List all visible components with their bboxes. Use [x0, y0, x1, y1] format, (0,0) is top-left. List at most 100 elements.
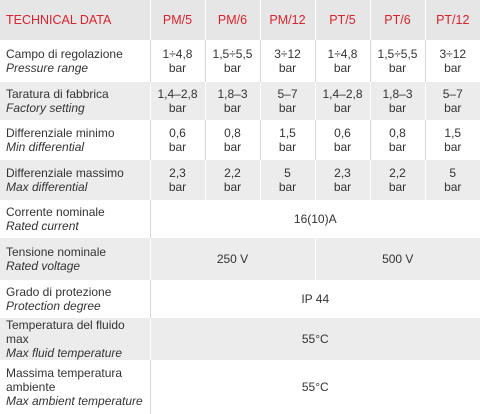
row-label: Temperatura del fluido max Max fluid temp…	[0, 318, 150, 360]
model: PM/6	[204, 0, 260, 40]
unit: bar	[333, 101, 352, 115]
value-cell: 55°C	[149, 360, 480, 414]
value: 16(10)A	[293, 212, 337, 226]
value: 5	[449, 166, 457, 180]
row-label: Massima temperatura ambiente Max ambient …	[0, 360, 150, 414]
value-cell: 3÷12 bar	[259, 40, 315, 82]
model: PT/6	[369, 0, 425, 40]
unit: bar	[168, 101, 187, 115]
value-cell: 1,5 bar	[424, 120, 480, 160]
value-cell: 5–7 bar	[424, 82, 480, 120]
value: 500 V	[382, 252, 414, 266]
spec-row: Campo di regolazione Pressure range 1÷4,8 b…	[0, 40, 480, 82]
value: 3÷12	[274, 47, 301, 61]
model: PT/12	[424, 0, 480, 40]
value: 1,5	[444, 126, 462, 140]
unit: bar	[333, 180, 352, 194]
label-it: Differenziale minimo	[6, 126, 115, 140]
value: 5	[284, 166, 291, 180]
label-en: Max differential	[6, 180, 88, 194]
model: PM/12	[259, 0, 315, 40]
value-cell: 1,5 bar	[259, 120, 315, 160]
value: IP 44	[301, 292, 330, 306]
value-cell: 250 V	[149, 238, 315, 280]
unit: bar	[444, 140, 462, 154]
unit: bar	[278, 101, 297, 115]
value-cell: 1,5÷5,5 bar	[204, 40, 260, 82]
spec-row: Tensione nominale Rated voltage 250 V 500 V	[0, 238, 480, 280]
value: 1÷4,8	[327, 47, 358, 61]
unit: bar	[223, 101, 242, 115]
value-cell: 5 bar	[259, 160, 315, 200]
unit: bar	[278, 61, 297, 75]
header-title: TECHNICAL DATA	[0, 0, 150, 40]
value: 2,3	[334, 166, 351, 180]
value: 1,5÷5,5	[212, 47, 253, 61]
spec-row: Massima temperatura ambiente Max ambient …	[0, 360, 480, 414]
unit: bar	[223, 61, 242, 75]
value: 1,4–2,8	[157, 87, 198, 101]
row-label: Corrente nominale Rated current	[0, 200, 150, 238]
value: 2,2	[224, 166, 241, 180]
value: 1÷4,8	[162, 47, 193, 61]
row-label: Differenziale minimo Min differential	[0, 120, 150, 160]
value-cell: 16(10)A	[149, 200, 480, 238]
value: 5–7	[277, 87, 298, 101]
label-en: Rated voltage	[6, 259, 81, 273]
row-label: Differenziale massimo Max differential	[0, 160, 150, 200]
value: 55°C	[301, 380, 329, 394]
label-it: Temperatura del fluido max	[6, 318, 125, 346]
value: 3÷12	[439, 47, 467, 61]
value-cell: 1,8–3 bar	[369, 82, 425, 120]
value-cell: 2,3 bar	[314, 160, 370, 200]
value-cell: 55°C	[149, 318, 480, 360]
unit: bar	[168, 61, 187, 75]
value: 2,3	[169, 166, 186, 180]
unit: bar	[278, 140, 297, 154]
unit: bar	[278, 180, 297, 194]
value-cell: IP 44	[149, 280, 480, 318]
value-cell: 1,5÷5,5 bar	[369, 40, 425, 82]
value: 1,5	[279, 126, 296, 140]
value-cell: 1,8–3 bar	[204, 82, 260, 120]
unit: bar	[168, 180, 187, 194]
value-cell: 1,4–2,8 bar	[149, 82, 205, 120]
label-en: Min differential	[6, 140, 85, 154]
value-cell: 0,6 bar	[314, 120, 370, 160]
value: 1,8–3	[217, 87, 248, 101]
spec-row: Temperatura del fluido max Max fluid temp…	[0, 318, 480, 360]
value-cell: 1,4–2,8 bar	[314, 82, 370, 120]
label-en: Rated current	[6, 219, 79, 233]
value: 0,6	[169, 126, 186, 140]
unit: bar	[444, 180, 462, 194]
row-label: Grado di protezione Protection degree	[0, 280, 150, 318]
value-cell: 3÷12 bar	[424, 40, 480, 82]
label-en: Factory setting	[6, 101, 85, 115]
value: 0,8	[389, 126, 406, 140]
spec-row: Differenziale minimo Min differential 0,6 b…	[0, 120, 480, 160]
value-cell: 5 bar	[424, 160, 480, 200]
value: 250 V	[216, 252, 249, 266]
label-it: Campo di regolazione	[6, 47, 123, 61]
unit: bar	[333, 61, 352, 75]
value-cell: 2,2 bar	[204, 160, 260, 200]
label-en: Max fluid temperature	[6, 346, 123, 360]
spec-row: Corrente nominale Rated current 16(10)A	[0, 200, 480, 238]
value: 55°C	[301, 332, 329, 346]
row-label: Taratura di fabbrica Factory setting	[0, 82, 150, 120]
row-label: Campo di regolazione Pressure range	[0, 40, 150, 82]
row-label: Tensione nominale Rated voltage	[0, 238, 150, 280]
unit: bar	[223, 140, 242, 154]
unit: bar	[388, 180, 407, 194]
spec-row: Taratura di fabbrica Factory setting 1,4–2…	[0, 82, 480, 120]
value-cell: 5–7 bar	[259, 82, 315, 120]
label-en: Max ambient temperature	[6, 394, 143, 408]
model: PM/5	[149, 0, 205, 40]
value-cell: 500 V	[314, 238, 480, 280]
value-cell: 2,2 bar	[369, 160, 425, 200]
unit: bar	[444, 101, 462, 115]
value: 1,8–3	[382, 87, 413, 101]
unit: bar	[444, 61, 462, 75]
